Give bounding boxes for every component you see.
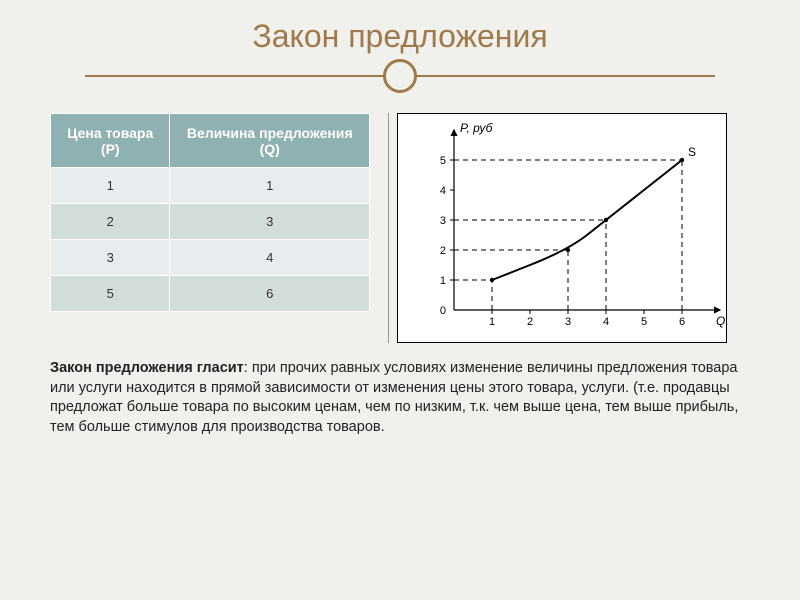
svg-text:6: 6 [679,316,685,328]
svg-text:S: S [688,145,696,159]
supply-chart: 1 2 3 4 5 6 0 1 2 3 4 5 P, руб Q, шт. S [397,113,727,343]
cell: 1 [51,168,170,204]
svg-text:1: 1 [440,275,446,287]
svg-text:4: 4 [603,316,609,328]
cell: 3 [51,240,170,276]
col-header-price: Цена товара (P) [51,114,170,168]
explanation-text: Закон предложения гласит: при прочих рав… [0,343,800,437]
cell: 5 [51,276,170,312]
cell: 1 [170,168,370,204]
svg-text:P, руб: P, руб [460,121,494,135]
svg-text:1: 1 [489,316,495,328]
svg-text:2: 2 [440,245,446,257]
page-title: Закон предложения [0,18,800,55]
vertical-separator [388,113,389,343]
svg-text:Q, шт.: Q, шт. [716,314,728,328]
cell: 3 [170,204,370,240]
table-row: 1 1 [51,168,370,204]
data-table: Цена товара (P) Величина предложения (Q)… [50,113,370,312]
table-row: 2 3 [51,204,370,240]
svg-text:4: 4 [440,185,446,197]
title-divider [0,59,800,93]
svg-text:0: 0 [440,305,446,317]
svg-text:3: 3 [565,316,571,328]
svg-text:2: 2 [527,316,533,328]
col-header-supply: Величина предложения (Q) [170,114,370,168]
svg-text:5: 5 [641,316,647,328]
cell: 6 [170,276,370,312]
cell: 2 [51,204,170,240]
explanation-lead: Закон предложения гласит [50,360,244,376]
cell: 4 [170,240,370,276]
table-row: 5 6 [51,276,370,312]
table-row: 3 4 [51,240,370,276]
svg-text:3: 3 [440,215,446,227]
svg-text:5: 5 [440,155,446,167]
